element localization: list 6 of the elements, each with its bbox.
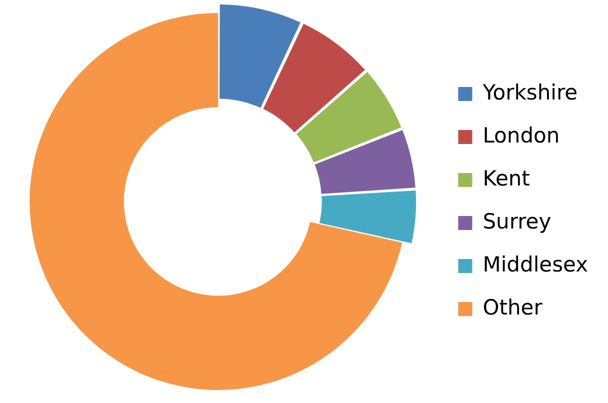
legend-label: Yorkshire	[482, 80, 578, 104]
legend-label: Middlesex	[482, 252, 588, 276]
legend-label: London	[482, 123, 560, 148]
legend-label: Surrey	[482, 209, 552, 234]
legend-label: Kent	[482, 166, 530, 190]
legend-label: Other	[482, 295, 543, 320]
